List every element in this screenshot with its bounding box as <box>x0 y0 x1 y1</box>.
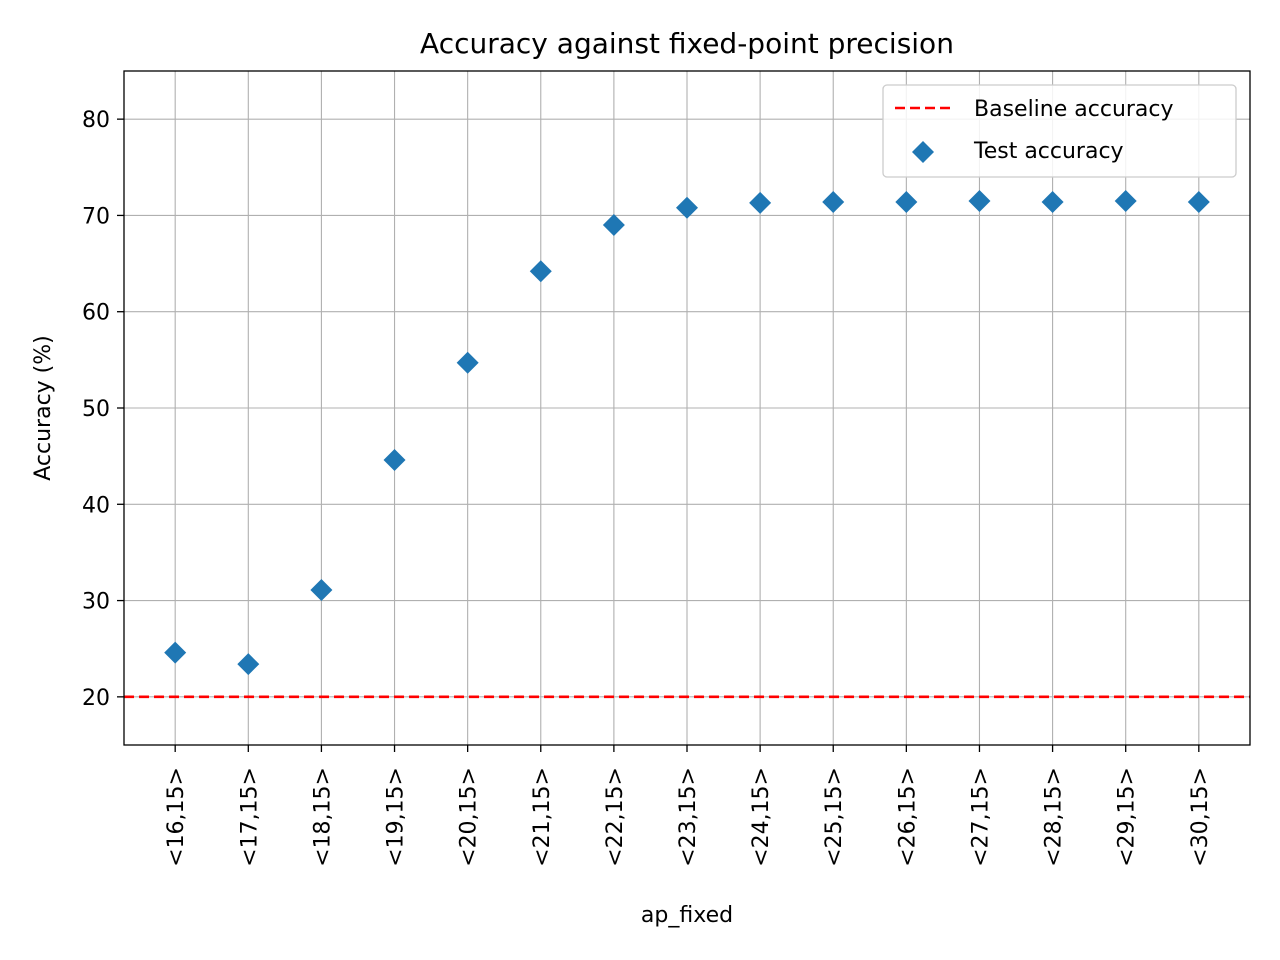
legend-baseline-label: Baseline accuracy <box>974 97 1174 122</box>
x-tick-label: <20,15> <box>457 767 482 867</box>
x-tick-label: <23,15> <box>676 767 701 867</box>
x-tick-label: <30,15> <box>1188 767 1213 867</box>
legend-test-label: Test accuracy <box>973 139 1124 164</box>
data-point-marker <box>383 448 406 471</box>
y-axis-ticks: 20 30 40 50 60 70 80 <box>82 108 124 711</box>
data-point-marker <box>237 653 260 676</box>
y-tick-label: 20 <box>82 686 110 711</box>
data-point-marker <box>1041 190 1064 213</box>
x-tick-label: <24,15> <box>749 767 774 867</box>
data-point-marker <box>456 351 479 374</box>
data-point-marker <box>749 191 772 214</box>
y-tick-label: 70 <box>82 204 110 229</box>
x-tick-label: <27,15> <box>968 767 993 867</box>
y-tick-label: 80 <box>82 108 110 133</box>
data-point-marker <box>602 214 625 237</box>
data-point-marker <box>1114 189 1137 212</box>
legend-box <box>882 84 1237 178</box>
y-tick-label: 50 <box>82 397 110 422</box>
data-point-marker <box>895 190 918 213</box>
x-tick-label: <16,15> <box>164 767 189 867</box>
y-tick-label: 40 <box>82 493 110 518</box>
data-point-marker <box>1187 190 1210 213</box>
x-tick-label: <25,15> <box>822 767 847 867</box>
y-tick-label: 30 <box>82 590 110 615</box>
x-tick-label: <26,15> <box>895 767 920 867</box>
x-tick-label: <29,15> <box>1115 767 1140 867</box>
x-tick-label: <28,15> <box>1042 767 1067 867</box>
x-tick-label: <17,15> <box>237 767 262 867</box>
x-tick-label: <21,15> <box>530 767 555 867</box>
y-axis-label: Accuracy (%) <box>31 335 56 481</box>
data-point-marker <box>310 578 333 601</box>
data-point-marker <box>164 641 187 664</box>
data-point-marker <box>529 260 552 283</box>
x-tick-label: <22,15> <box>603 767 628 867</box>
x-axis-ticks: <16,15> <17,15> <18,15> <19,15> <20,15> <21,1… <box>164 745 1213 867</box>
data-point-marker <box>676 196 698 219</box>
data-point-marker <box>968 189 991 212</box>
x-tick-label: <18,15> <box>310 767 335 867</box>
chart-title: Accuracy against fixed-point precision <box>420 27 954 60</box>
data-points <box>164 189 1210 676</box>
legend: Baseline accuracy Test accuracy <box>882 84 1237 178</box>
x-axis-label: ap_fixed <box>641 903 733 928</box>
data-point-marker <box>822 190 845 213</box>
y-tick-label: 60 <box>82 301 110 326</box>
legend-test-swatch <box>912 141 934 163</box>
x-tick-label: <19,15> <box>384 767 409 867</box>
